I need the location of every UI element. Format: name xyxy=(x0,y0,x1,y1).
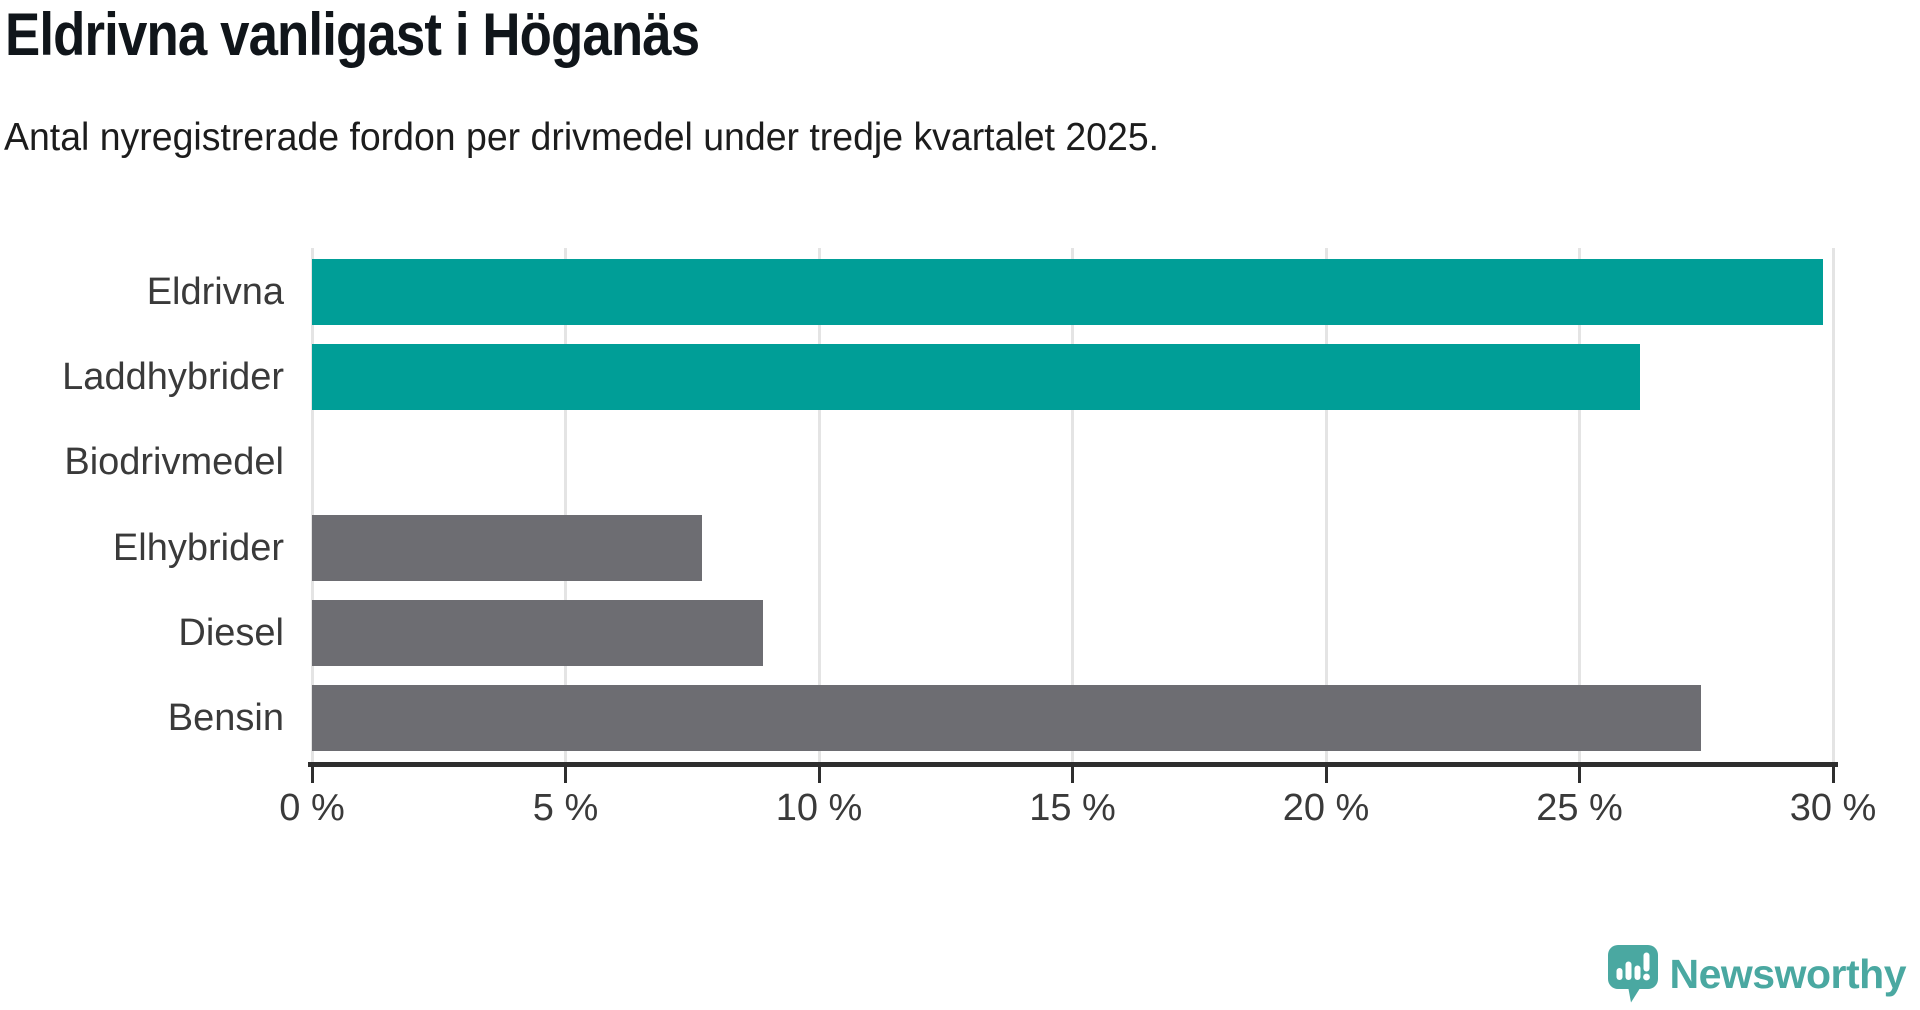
brand-name: Newsworthy xyxy=(1669,951,1907,997)
bar-diesel xyxy=(312,599,764,666)
x-tick-0 xyxy=(310,767,314,783)
gridline-25 xyxy=(1578,248,1581,765)
x-tick-label-25: 25 % xyxy=(1536,787,1623,829)
gridline-0 xyxy=(310,248,314,765)
bar-elhybrider xyxy=(312,514,703,581)
gridline-30 xyxy=(1831,248,1835,765)
x-tick-label-0: 0 % xyxy=(279,787,345,829)
chart-title: Eldrivna vanligast i Höganäs xyxy=(5,1,700,68)
x-tick-label-30: 30 % xyxy=(1789,787,1877,829)
x-tick-30 xyxy=(1831,767,1835,783)
category-label-bensin: Bensin xyxy=(167,697,284,739)
category-label-diesel: Diesel xyxy=(178,611,284,654)
x-tick-25 xyxy=(1578,767,1581,783)
x-tick-label-20: 20 % xyxy=(1282,787,1370,829)
bar-chart: Eldrivna Laddhybrider Biodrivmedel Elhybrid… xyxy=(62,248,1877,829)
category-label-biodrivmedel: Biodrivmedel xyxy=(64,441,284,484)
category-label-laddhybrider: Laddhybrider xyxy=(62,356,284,399)
x-tick-10 xyxy=(817,767,821,783)
gridline-5 xyxy=(564,248,567,765)
x-tick-label-15: 15 % xyxy=(1029,787,1116,829)
x-tick-15 xyxy=(1071,767,1074,783)
x-tick-label-5: 5 % xyxy=(532,787,599,829)
gridline-10 xyxy=(817,248,821,765)
x-tick-label-10: 10 % xyxy=(775,787,863,829)
chart-subtitle: Antal nyregistrerade fordon per drivmede… xyxy=(4,116,1160,159)
category-label-eldrivna: Eldrivna xyxy=(146,271,284,313)
category-label-elhybrider: Elhybrider xyxy=(112,526,284,569)
brand-footer: Newsworthy xyxy=(1607,945,1907,1004)
x-tick-20 xyxy=(1324,767,1328,783)
bar-laddhybrider xyxy=(312,344,1641,411)
gridline-20 xyxy=(1324,248,1328,765)
gridline-15 xyxy=(1071,248,1074,765)
plot-area xyxy=(310,248,1835,765)
newsworthy-logo-icon xyxy=(1607,945,1658,1003)
bar-bensin xyxy=(312,685,1702,751)
x-tick-5 xyxy=(564,767,567,783)
bar-eldrivna xyxy=(312,259,1823,325)
x-axis-line xyxy=(308,762,1838,767)
